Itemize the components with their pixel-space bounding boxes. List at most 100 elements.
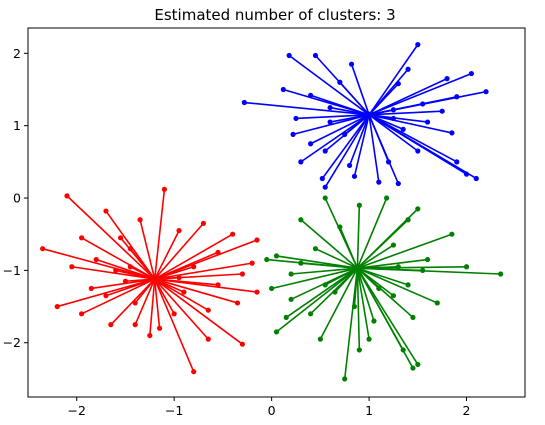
cluster-2-point-30 bbox=[108, 322, 114, 328]
cluster-0-point-28 bbox=[454, 159, 460, 165]
cluster-2-link-13 bbox=[154, 251, 219, 280]
cluster-0-point-38 bbox=[395, 180, 401, 187]
cluster-1-point-12 bbox=[264, 256, 270, 263]
cluster-2-point-28 bbox=[132, 300, 138, 306]
cluster-2-point-13 bbox=[215, 249, 221, 255]
cluster-2-link-8 bbox=[154, 233, 234, 280]
cluster-1-link-4 bbox=[339, 226, 359, 269]
cluster-2-point-20 bbox=[122, 278, 129, 284]
cluster-1-point-20 bbox=[390, 293, 397, 299]
cluster-0-link-15 bbox=[244, 101, 370, 116]
cluster-2-link-14 bbox=[154, 262, 253, 280]
cluster-0-link-32 bbox=[321, 114, 370, 179]
cluster-1-point-35 bbox=[410, 365, 416, 371]
cluster-0-point-1 bbox=[286, 52, 292, 59]
cluster-1-link-2 bbox=[356, 205, 361, 269]
cluster-2-point-10 bbox=[40, 246, 46, 252]
cluster-1-link-3 bbox=[300, 219, 358, 269]
cluster-0-point-22 bbox=[308, 141, 314, 147]
cluster-1-point-4 bbox=[337, 224, 343, 230]
cluster-0-point-18 bbox=[327, 119, 333, 125]
cluster-2-link-12 bbox=[129, 248, 156, 280]
cluster-2-link-20 bbox=[125, 278, 155, 283]
cluster-1-link-13 bbox=[300, 262, 358, 270]
cluster-1 bbox=[264, 195, 504, 382]
cluster-2-point-9 bbox=[254, 237, 260, 243]
cluster-2-link-24 bbox=[105, 278, 155, 297]
cluster-0-point-4 bbox=[405, 66, 411, 72]
cluster-2-link-26 bbox=[154, 278, 238, 304]
cluster-0-link-10 bbox=[310, 94, 370, 116]
cluster-0-point-26 bbox=[400, 126, 406, 132]
cluster-0-point-20 bbox=[424, 119, 431, 125]
cluster-1-link-33 bbox=[356, 267, 419, 365]
cluster-1-link-37 bbox=[356, 267, 380, 290]
cluster-1-point-27 bbox=[371, 318, 377, 324]
cluster-2-link-16 bbox=[115, 269, 155, 280]
cluster-0-point-9 bbox=[280, 86, 286, 93]
cluster-0-link-11 bbox=[339, 81, 370, 116]
cluster-0-point-37 bbox=[322, 184, 328, 190]
cluster-2-point-16 bbox=[113, 267, 119, 273]
cluster-1-point-3 bbox=[298, 217, 304, 223]
cluster-1-link-30 bbox=[356, 268, 361, 350]
cluster-2-point-0 bbox=[64, 193, 70, 199]
cluster-2-point-33 bbox=[147, 332, 153, 339]
cluster-0-link-33 bbox=[353, 114, 370, 177]
cluster-0-point-17 bbox=[327, 104, 333, 111]
cluster-2-point-17 bbox=[191, 264, 197, 270]
y-tick-label-1: −1 bbox=[3, 263, 21, 278]
cluster-1-point-30 bbox=[356, 347, 362, 353]
cluster-2-link-36 bbox=[153, 278, 175, 315]
cluster-1-point-13 bbox=[298, 260, 304, 266]
cluster-1-center bbox=[354, 265, 361, 272]
cluster-0-link-1 bbox=[288, 54, 370, 116]
cluster-1-point-8 bbox=[273, 253, 280, 259]
cluster-0-link-22 bbox=[310, 114, 370, 145]
cluster-0-point-10 bbox=[308, 92, 314, 98]
cluster-0-point-14 bbox=[439, 108, 445, 114]
cluster-2-point-1 bbox=[161, 186, 168, 192]
cluster-2 bbox=[40, 186, 260, 375]
cluster-2-link-10 bbox=[42, 247, 155, 280]
plot-frame bbox=[27, 27, 526, 398]
cluster-2-link-4 bbox=[154, 222, 205, 280]
cluster-1-point-18 bbox=[288, 296, 294, 302]
cluster-2-point-22 bbox=[254, 289, 260, 295]
cluster-0-link-39 bbox=[368, 114, 394, 120]
cluster-0-point-8 bbox=[454, 94, 460, 100]
cluster-0-point-30 bbox=[385, 159, 392, 165]
cluster-1-point-37 bbox=[376, 285, 382, 292]
cluster-2-link-5 bbox=[153, 230, 180, 280]
y-tick-label-0: −2 bbox=[3, 335, 21, 350]
x-axis: −2 −1 0 1 2 bbox=[68, 397, 471, 418]
cluster-1-link-17 bbox=[271, 267, 358, 290]
cluster-2-link-15 bbox=[71, 265, 155, 280]
cluster-0-link-29 bbox=[348, 114, 370, 166]
cluster-1-point-21 bbox=[405, 282, 411, 288]
cluster-1-point-14 bbox=[420, 267, 426, 273]
cluster-0-point-13 bbox=[420, 101, 426, 107]
cluster-1-point-34 bbox=[342, 376, 348, 382]
cluster-1-point-26 bbox=[351, 303, 358, 310]
cluster-0-point-2 bbox=[312, 52, 319, 59]
y-axis: −2 −1 0 1 2 bbox=[3, 46, 28, 350]
cluster-0-point-5 bbox=[444, 76, 450, 82]
cluster-2-point-21 bbox=[215, 282, 221, 288]
cluster-2-point-5 bbox=[176, 227, 182, 234]
cluster-2-point-6 bbox=[78, 235, 85, 241]
cluster-2-point-39 bbox=[127, 264, 133, 270]
cluster-2-link-37 bbox=[134, 278, 156, 325]
cluster-2-center bbox=[151, 275, 158, 283]
cluster-2-point-2 bbox=[103, 208, 109, 214]
cluster-0-point-3 bbox=[348, 61, 355, 67]
x-tick-label-1: −1 bbox=[165, 403, 183, 418]
cluster-1-point-36 bbox=[332, 289, 338, 295]
cluster-0-point-27 bbox=[449, 130, 455, 136]
cluster-1-link-38 bbox=[357, 265, 399, 270]
cluster-1-point-25 bbox=[308, 311, 314, 317]
cluster-0-point-6 bbox=[468, 70, 475, 77]
cluster-0-link-25 bbox=[344, 114, 370, 135]
cluster-0-point-35 bbox=[415, 148, 421, 154]
cluster-2-point-12 bbox=[127, 246, 133, 252]
